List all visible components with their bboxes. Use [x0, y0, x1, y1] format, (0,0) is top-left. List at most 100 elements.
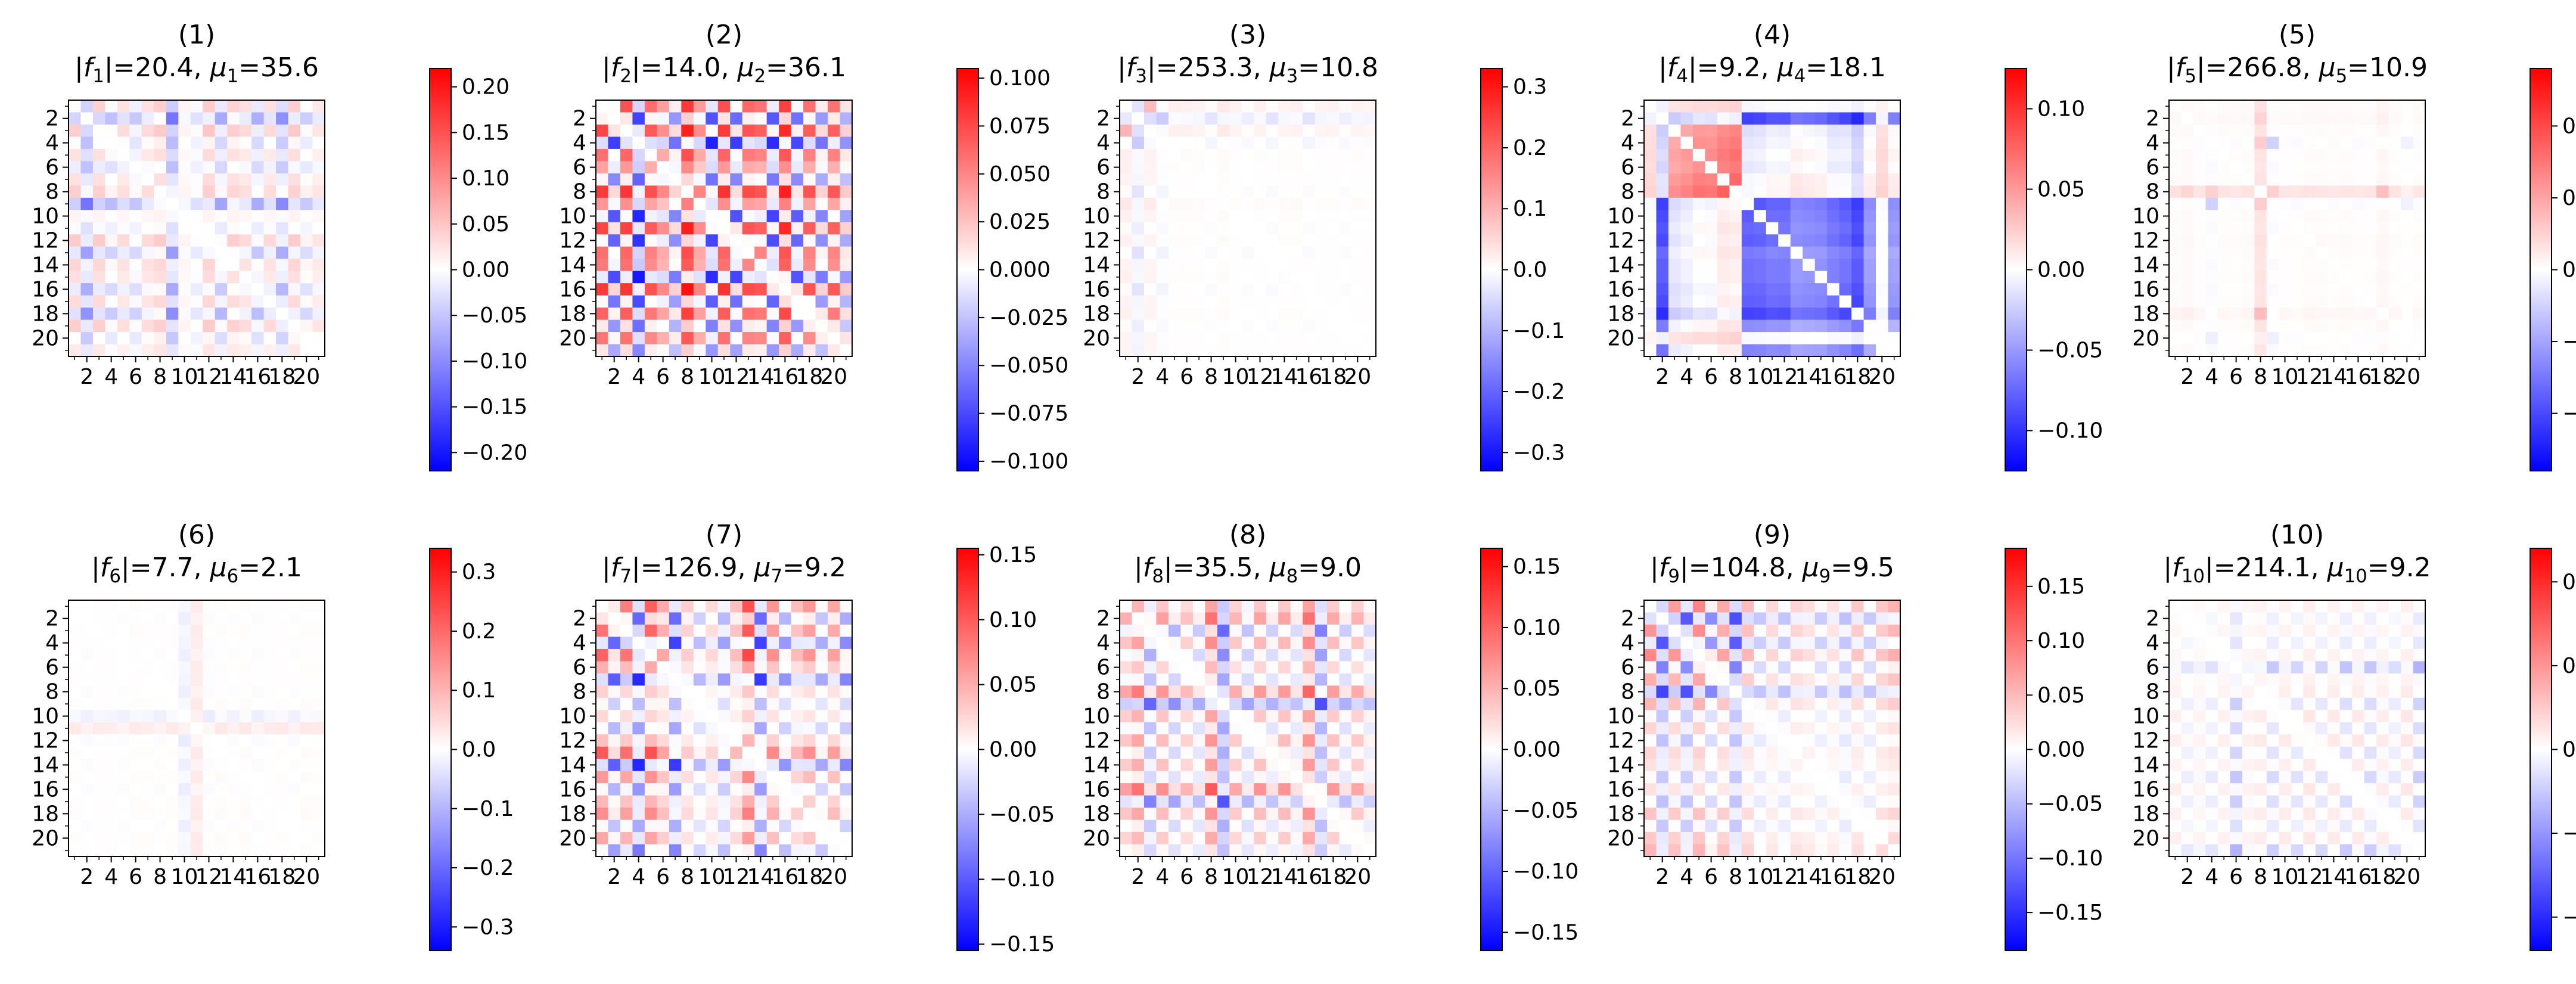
heatmap-cell [657, 185, 669, 198]
heatmap-cell [1705, 673, 1717, 686]
heatmap-cell [767, 808, 779, 820]
heatmap-cell [1888, 612, 1901, 625]
heatmap-cell [1291, 173, 1303, 186]
heatmap-cell [840, 722, 853, 735]
heatmap-cell [1278, 332, 1291, 344]
heatmap-cell [251, 796, 264, 808]
y-tick-label: 10 [1083, 204, 1110, 229]
heatmap-cell [1888, 149, 1901, 162]
heatmap-cell [1815, 734, 1828, 747]
heatmap-cell [142, 344, 154, 357]
heatmap-cell [1205, 673, 1217, 686]
panel-subtitle: |f5|=266.8, μ5=10.9 [2167, 52, 2428, 87]
heatmap-cell [767, 845, 779, 857]
heatmap-cell [191, 832, 203, 845]
heatmap-cell [632, 296, 645, 308]
heatmap-cell [828, 734, 840, 747]
y-tick-label: 16 [2132, 277, 2159, 302]
heatmap-cell [1851, 759, 1864, 771]
heatmap-cell [1340, 149, 1352, 162]
heatmap-cell [1827, 136, 1839, 149]
heatmap-cell [1217, 296, 1230, 308]
heatmap-cell [681, 320, 694, 333]
heatmap-cell [1693, 259, 1705, 271]
heatmap-cell [1864, 685, 1876, 698]
heatmap-cell [608, 125, 620, 137]
heatmap-cell [718, 685, 731, 698]
heatmap-cell [276, 685, 288, 698]
heatmap-cell [1791, 136, 1803, 149]
heatmap-cell [178, 320, 191, 333]
heatmap-cell [2230, 222, 2242, 235]
heatmap-cell [2218, 125, 2230, 137]
heatmap-cell [1839, 673, 1852, 686]
heatmap-cell [1242, 649, 1254, 662]
heatmap-cell [69, 283, 81, 296]
heatmap-cell [1315, 271, 1328, 284]
heatmap-cell [1729, 612, 1742, 625]
heatmap-cell [1791, 722, 1803, 735]
heatmap-cell [2279, 710, 2291, 722]
heatmap-cell [1717, 344, 1730, 357]
heatmap-cell [1644, 759, 1657, 771]
heatmap-cell [596, 100, 608, 113]
heatmap-cell [1351, 710, 1364, 722]
heatmap-cell [1254, 747, 1266, 759]
heatmap-cell [1705, 112, 1717, 125]
heatmap-cell [264, 637, 276, 649]
heatmap-cell [1120, 734, 1132, 747]
heatmap-cell [694, 600, 706, 613]
heatmap-cell [681, 808, 694, 820]
heatmap-cell [1876, 332, 1888, 344]
heatmap-cell [1180, 308, 1193, 320]
heatmap-cell [1876, 808, 1888, 820]
heatmap-cell [1864, 198, 1876, 210]
heatmap-cell [791, 198, 804, 210]
heatmap-cell [105, 344, 117, 357]
heatmap-cell [1693, 210, 1705, 222]
heatmap-cell [1315, 344, 1328, 357]
heatmap-cell [645, 296, 657, 308]
heatmap-cell [816, 783, 828, 796]
heatmap-cell [1205, 247, 1217, 259]
heatmap-cell [2291, 271, 2304, 284]
heatmap-cell [1766, 845, 1779, 857]
heatmap-cell [1315, 308, 1328, 320]
heatmap-cell [2242, 259, 2255, 271]
heatmap-cell [69, 161, 81, 173]
heatmap-cell [1693, 747, 1705, 759]
heatmap-cell [1327, 136, 1340, 149]
heatmap-cell [791, 100, 804, 113]
heatmap-cell [1229, 308, 1242, 320]
heatmap-cell [1351, 283, 1364, 296]
heatmap-cell [596, 698, 608, 710]
heatmap-cell [840, 759, 853, 771]
heatmap-cell [142, 100, 154, 113]
heatmap-cell [1815, 308, 1828, 320]
heatmap-cell [1742, 259, 1754, 271]
heatmap-cell [1144, 173, 1157, 186]
heatmap-cell [105, 259, 117, 271]
heatmap-cell [2389, 210, 2401, 222]
heatmap-cell [1656, 332, 1668, 344]
heatmap-cell [2291, 100, 2304, 113]
heatmap-cell [1340, 600, 1352, 613]
heatmap-cell [2401, 234, 2413, 247]
y-tick-label: 18 [1083, 802, 1110, 826]
heatmap-cell [2340, 161, 2353, 173]
heatmap-cell [117, 722, 130, 735]
heatmap-cell [1680, 832, 1693, 845]
heatmap-cell [1656, 259, 1668, 271]
heatmap-cell [2316, 625, 2328, 637]
heatmap-cell [1827, 649, 1839, 662]
heatmap-cell [1668, 820, 1681, 833]
heatmap-cell [1827, 612, 1839, 625]
heatmap-cell [1193, 125, 1205, 137]
heatmap-cell [2193, 149, 2206, 162]
heatmap-cell [1156, 100, 1169, 113]
heatmap-cell [2267, 698, 2279, 710]
heatmap-cell [2169, 673, 2182, 686]
y-tick-label: 12 [1083, 228, 1110, 253]
heatmap-cell [718, 308, 731, 320]
x-tick-label: 14 [747, 365, 775, 389]
